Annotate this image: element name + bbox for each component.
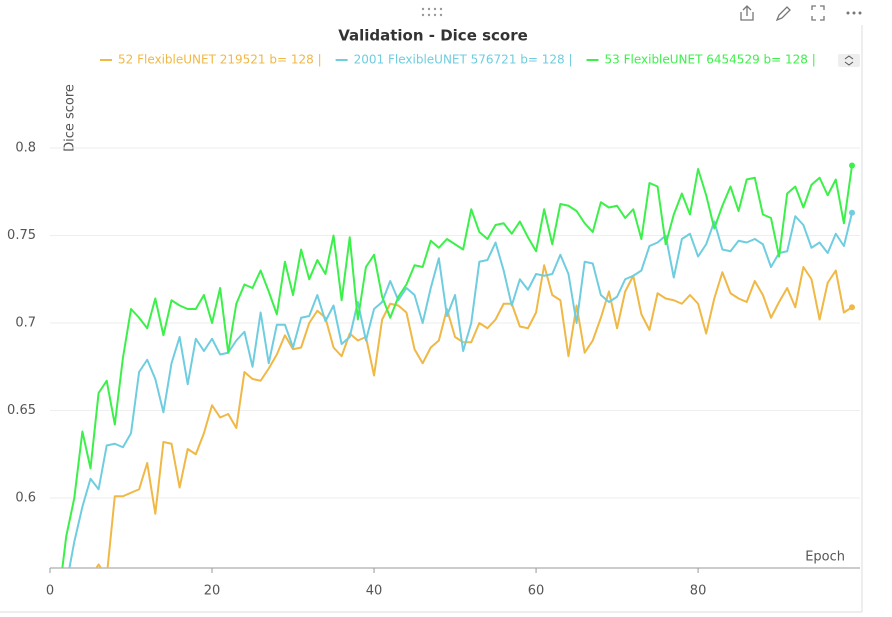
share-icon[interactable]: [740, 5, 754, 21]
expand-icon[interactable]: [811, 5, 825, 21]
legend-label: 2001 FlexibleUNET 576721 b= 128 |: [354, 53, 573, 67]
x-tick-label: 80: [690, 584, 707, 599]
legend-label: 53 FlexibleUNET 6454529 b= 128 |: [605, 53, 816, 67]
end-point: [849, 162, 855, 169]
series-line: [95, 264, 853, 568]
drag-handle[interactable]: [421, 7, 443, 17]
y-tick-label: 0.75: [7, 228, 36, 243]
series-line: [61, 165, 853, 568]
y-tick-label: 0.6: [15, 491, 36, 506]
more-icon[interactable]: [846, 11, 862, 15]
chart-title: Validation - Dice score: [338, 27, 528, 45]
x-tick-label: 20: [204, 584, 221, 599]
legend-label: 52 FlexibleUNET 219521 b= 128 |: [118, 53, 322, 67]
y-tick-label: 0.65: [7, 403, 36, 418]
x-axis-label: Epoch: [805, 550, 845, 565]
end-point: [849, 209, 855, 216]
series-line: [68, 212, 853, 568]
plot-area: [61, 162, 855, 568]
y-tick-label: 0.8: [15, 141, 36, 156]
edit-icon[interactable]: [775, 6, 791, 22]
end-point: [849, 304, 855, 311]
x-tick-label: 60: [528, 584, 545, 599]
y-axis-label: Dice score: [63, 84, 78, 152]
legend: 52 FlexibleUNET 219521 b= 128 | 2001 Flex…: [100, 53, 816, 67]
legend-toggle[interactable]: [838, 54, 860, 67]
x-tick-label: 40: [366, 584, 383, 599]
y-tick-label: 0.7: [15, 316, 36, 331]
x-tick-label: 0: [46, 584, 54, 599]
